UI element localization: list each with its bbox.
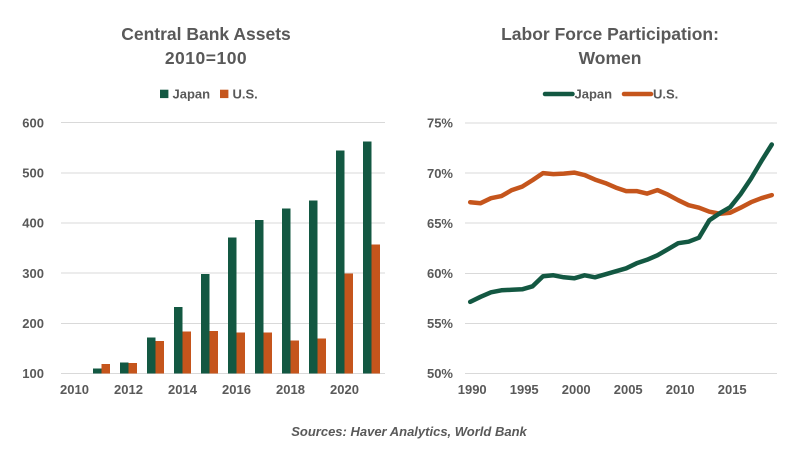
svg-text:2010: 2010 xyxy=(666,382,695,397)
svg-text:2020: 2020 xyxy=(330,382,359,397)
svg-text:75%: 75% xyxy=(427,116,453,131)
svg-text:2005: 2005 xyxy=(614,382,643,397)
svg-text:600: 600 xyxy=(22,115,44,130)
svg-text:60%: 60% xyxy=(427,266,453,281)
svg-text:U.S.: U.S. xyxy=(233,86,258,101)
svg-text:200: 200 xyxy=(22,316,44,331)
svg-text:70%: 70% xyxy=(427,166,453,181)
svg-text:2000: 2000 xyxy=(562,382,591,397)
svg-text:2012: 2012 xyxy=(114,382,143,397)
svg-text:Japan: Japan xyxy=(575,86,613,101)
svg-text:Japan: Japan xyxy=(173,86,211,101)
svg-text:400: 400 xyxy=(22,216,44,231)
svg-text:Women: Women xyxy=(579,48,642,68)
svg-text:65%: 65% xyxy=(427,216,453,231)
svg-text:Labor Force Participation:: Labor Force Participation: xyxy=(501,24,719,44)
svg-text:1995: 1995 xyxy=(510,382,539,397)
svg-text:2010=100: 2010=100 xyxy=(165,48,247,68)
svg-text:100: 100 xyxy=(22,366,44,381)
svg-text:2015: 2015 xyxy=(718,382,747,397)
svg-text:300: 300 xyxy=(22,266,44,281)
svg-text:Sources: Haver Analytics, Worl: Sources: Haver Analytics, World Bank xyxy=(291,424,527,439)
svg-text:50%: 50% xyxy=(427,366,453,381)
svg-text:2018: 2018 xyxy=(276,382,305,397)
svg-text:Central Bank Assets: Central Bank Assets xyxy=(121,24,291,44)
svg-text:2014: 2014 xyxy=(168,382,198,397)
svg-text:U.S.: U.S. xyxy=(653,86,678,101)
svg-text:2010: 2010 xyxy=(60,382,89,397)
svg-text:500: 500 xyxy=(22,166,44,181)
svg-text:1990: 1990 xyxy=(458,382,487,397)
svg-text:2016: 2016 xyxy=(222,382,251,397)
svg-text:55%: 55% xyxy=(427,316,453,331)
